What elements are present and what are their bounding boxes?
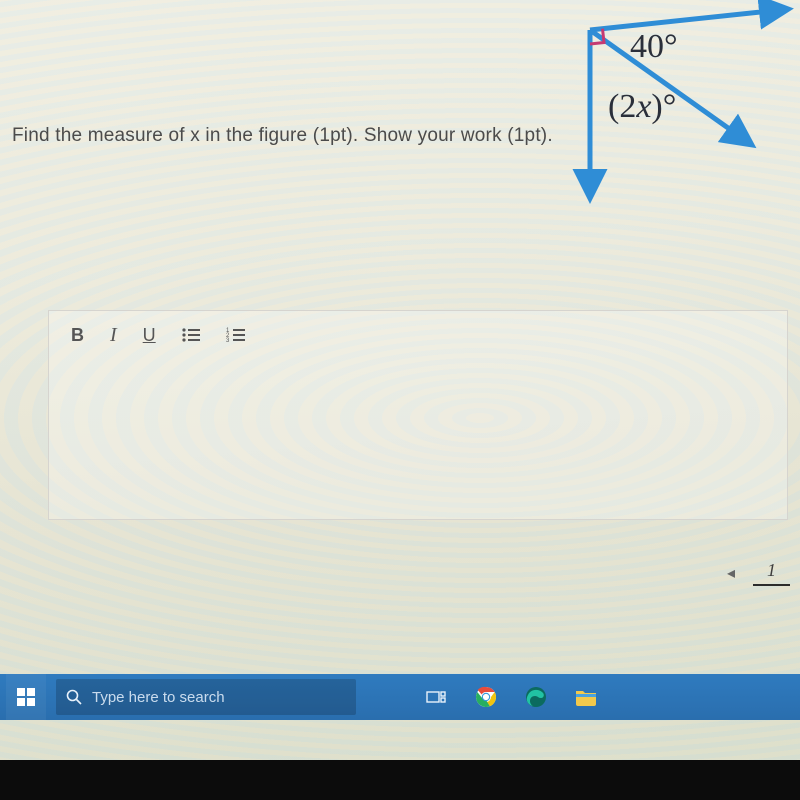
laptop-bezel [0,760,800,800]
angle-label-2x-open: (2 [608,88,636,125]
angle-label-2x-x: x [636,88,651,125]
screen: Find the measure of x in the figure (1pt… [0,0,800,760]
pager: ◂ 1 [727,560,790,586]
windows-icon [17,688,35,706]
bold-button[interactable]: B [71,326,84,344]
taskbar-search[interactable] [56,679,356,715]
chrome-button[interactable] [466,677,506,717]
svg-text:3: 3 [226,338,230,343]
question-text: Find the measure of x in the figure (1pt… [12,125,553,147]
folder-icon [575,688,597,706]
search-icon [66,689,82,705]
angle-label-2x-close: )° [651,88,676,125]
angle-label-2x: (2x)° [608,88,676,126]
taskbar [0,674,800,720]
chrome-icon [475,686,497,708]
answer-editor[interactable]: B I U 1 2 3 [48,310,788,520]
taskbar-search-input[interactable] [92,689,332,706]
numbered-list-button[interactable]: 1 2 3 [226,327,246,343]
edge-icon [525,686,547,708]
underline-button[interactable]: U [143,326,156,344]
taskview-button[interactable] [416,677,456,717]
pager-prev-icon[interactable]: ◂ [727,563,735,583]
taskview-icon [426,689,446,705]
explorer-button[interactable] [566,677,606,717]
angle-figure: 40° (2x)° [550,0,800,200]
ray-top [590,10,780,30]
italic-button[interactable]: I [110,325,117,345]
start-button[interactable] [6,674,46,720]
editor-toolbar: B I U 1 2 3 [49,311,787,357]
pager-current: 1 [753,560,790,586]
edge-button[interactable] [516,677,556,717]
angle-label-40: 40° [630,28,678,66]
bulleted-list-button[interactable] [182,327,200,343]
